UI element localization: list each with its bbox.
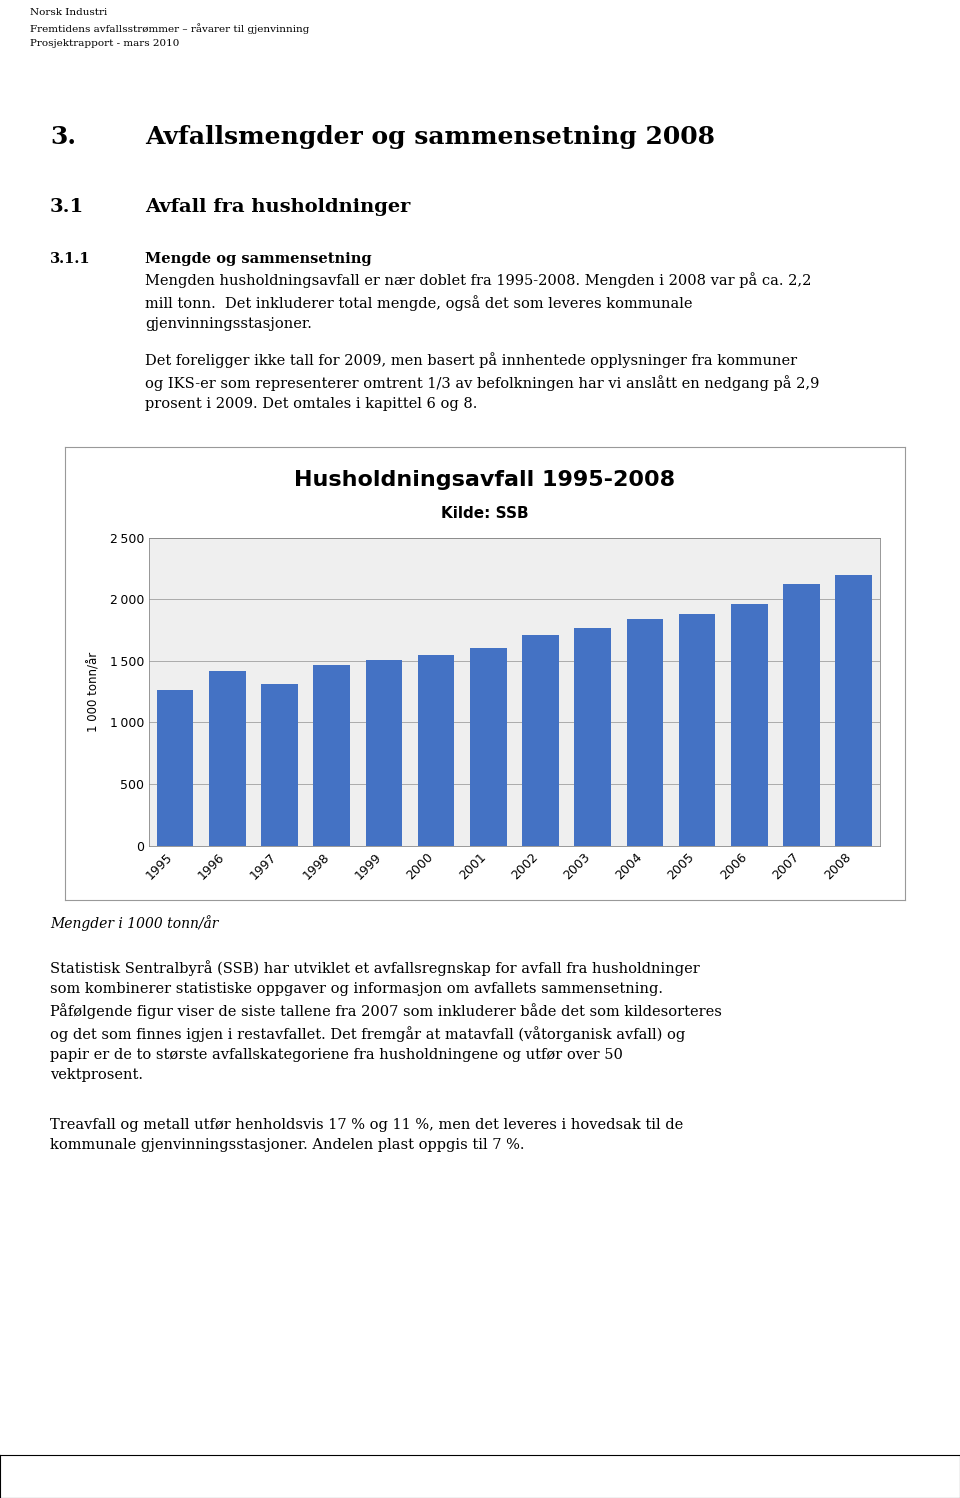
Bar bbox=[783, 584, 820, 846]
Bar bbox=[627, 619, 663, 846]
Text: 23.03.2010: 23.03.2010 bbox=[50, 1479, 122, 1491]
Bar bbox=[156, 691, 193, 846]
Text: 3.: 3. bbox=[50, 124, 76, 148]
Bar bbox=[522, 635, 559, 846]
Bar bbox=[366, 659, 402, 846]
Text: Det foreligger ikke tall for 2009, men basert på innhentede opplysninger fra kom: Det foreligger ikke tall for 2009, men b… bbox=[145, 352, 820, 410]
Text: Avfallsmengder og sammensetning 2008: Avfallsmengder og sammensetning 2008 bbox=[145, 124, 715, 148]
Bar bbox=[261, 683, 298, 846]
Text: 3.1.1: 3.1.1 bbox=[50, 252, 90, 267]
Bar bbox=[209, 671, 246, 846]
Text: Norsk Industri: Norsk Industri bbox=[30, 9, 108, 18]
Bar bbox=[313, 665, 350, 846]
Text: 3.1: 3.1 bbox=[50, 198, 84, 216]
Text: Mengden husholdningsavfall er nær doblet fra 1995-2008. Mengden i 2008 var på ca: Mengden husholdningsavfall er nær doblet… bbox=[145, 273, 811, 331]
Text: Treavfall og metall utfør henholdsvis 17 % og 11 %, men det leveres i hovedsak t: Treavfall og metall utfør henholdsvis 17… bbox=[50, 1118, 684, 1152]
Text: Avfall fra husholdninger: Avfall fra husholdninger bbox=[145, 198, 410, 216]
Bar bbox=[470, 649, 507, 846]
Bar bbox=[574, 628, 611, 846]
Text: Mengde og sammensetning: Mengde og sammensetning bbox=[145, 252, 372, 267]
Text: side 13/74: side 13/74 bbox=[844, 1479, 910, 1491]
Bar bbox=[418, 655, 454, 846]
Bar bbox=[679, 614, 715, 846]
Text: Kilde: SSB: Kilde: SSB bbox=[442, 506, 529, 521]
Text: 1 000 tonn/år: 1 000 tonn/år bbox=[88, 652, 101, 731]
Text: Fremtidens avfallsstrømmer – råvarer til gjenvinning: Fremtidens avfallsstrømmer – råvarer til… bbox=[30, 22, 309, 34]
Text: Mengder i 1000 tonn/år: Mengder i 1000 tonn/år bbox=[50, 915, 218, 930]
Bar bbox=[731, 604, 768, 846]
Text: Statistisk Sentralbyrå (SSB) har utviklet et avfallsregnskap for avfall fra hush: Statistisk Sentralbyrå (SSB) har utvikle… bbox=[50, 960, 722, 1082]
Bar bbox=[835, 575, 872, 846]
Text: Prosjektrapport - mars 2010: Prosjektrapport - mars 2010 bbox=[30, 39, 180, 48]
Text: Husholdningsavfall 1995-2008: Husholdningsavfall 1995-2008 bbox=[295, 470, 676, 490]
